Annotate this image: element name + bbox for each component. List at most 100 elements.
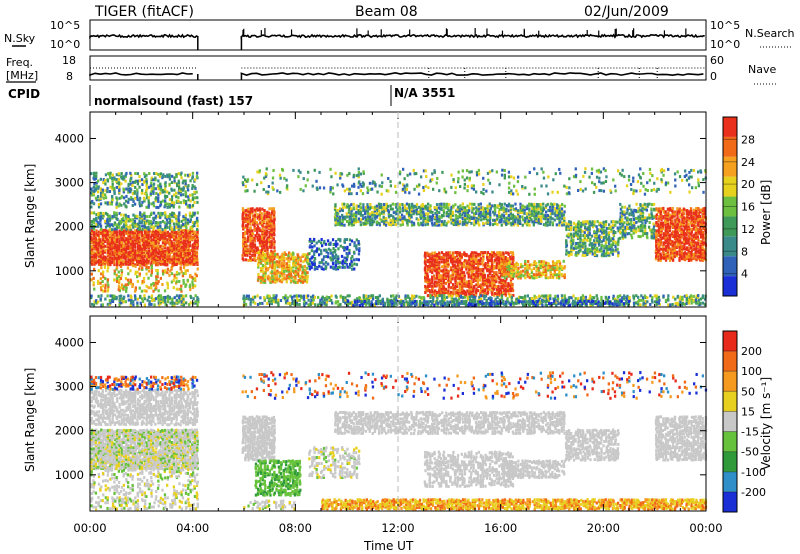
range-cell — [584, 220, 587, 224]
range-cell — [528, 266, 531, 270]
range-cell — [605, 229, 608, 233]
range-cell — [334, 210, 338, 214]
range-cell — [348, 217, 352, 221]
range-cell — [333, 215, 337, 219]
range-cell — [145, 184, 148, 188]
range-cell — [531, 207, 534, 211]
range-cell — [193, 185, 196, 189]
range-cell — [193, 230, 196, 234]
range-cell — [584, 247, 587, 251]
range-cell — [124, 257, 127, 260]
range-cell — [325, 250, 328, 254]
range-cell — [326, 255, 330, 259]
range-cell — [136, 241, 139, 245]
range-cell — [143, 192, 146, 196]
range-cell — [484, 251, 487, 254]
range-cell — [503, 262, 506, 266]
range-cell — [247, 259, 250, 262]
range-cell — [196, 228, 199, 231]
range-cell — [583, 231, 586, 234]
range-cell — [607, 233, 610, 236]
range-cell — [565, 239, 568, 243]
range-cell — [95, 213, 98, 217]
range-cell — [574, 246, 578, 250]
range-cell — [493, 293, 496, 297]
range-cell — [272, 221, 276, 225]
range-cell — [263, 279, 267, 282]
range-cell — [299, 268, 302, 272]
range-cell — [175, 195, 178, 199]
range-cell — [605, 254, 608, 258]
range-cell — [95, 216, 98, 220]
range-cell — [261, 264, 265, 267]
range-cell — [517, 220, 520, 224]
range-cell — [482, 215, 485, 219]
range-cell — [556, 213, 559, 217]
range-cell — [500, 218, 503, 222]
range-cell — [275, 254, 279, 258]
range-cell — [535, 218, 538, 222]
range-cell — [259, 259, 262, 263]
range-cell — [389, 204, 392, 208]
range-cell — [477, 283, 480, 287]
range-cell — [426, 266, 429, 270]
range-cell — [583, 236, 586, 240]
range-cell — [463, 209, 466, 213]
range-cell — [255, 251, 259, 254]
range-cell — [431, 258, 434, 262]
range-cell — [163, 190, 166, 194]
range-cell — [125, 171, 128, 175]
range-cell — [152, 256, 155, 260]
range-cell — [93, 267, 96, 271]
range-cell — [420, 221, 423, 225]
range-cell — [348, 218, 351, 222]
range-cell — [480, 206, 483, 210]
range-cell — [90, 278, 93, 282]
range-cell — [152, 241, 156, 245]
range-cell — [329, 256, 332, 260]
range-cell — [336, 218, 340, 222]
range-cell — [184, 192, 188, 196]
range-cell — [509, 206, 513, 210]
range-cell — [331, 261, 335, 265]
range-cell — [252, 214, 255, 218]
range-cell — [362, 217, 365, 221]
range-cell — [410, 220, 413, 224]
range-cell — [440, 205, 443, 209]
range-cell — [140, 246, 143, 250]
range-cell — [332, 247, 335, 250]
range-cell — [428, 262, 431, 266]
range-cell — [127, 190, 130, 194]
range-cell — [302, 268, 305, 272]
range-cell — [292, 263, 295, 267]
range-cell — [196, 224, 199, 228]
range-cell — [440, 215, 443, 219]
range-cell — [301, 274, 304, 278]
cpid-segment-2: N/A 3551 — [394, 86, 455, 100]
range-cell — [142, 280, 146, 284]
range-cell — [451, 286, 454, 289]
range-cell — [565, 228, 568, 232]
range-cell — [131, 184, 134, 187]
range-cell — [115, 263, 119, 267]
range-cell — [423, 266, 427, 270]
range-cell — [278, 257, 281, 261]
range-cell — [152, 182, 156, 186]
range-cell — [260, 215, 263, 219]
range-cell — [271, 254, 274, 258]
range-cell — [249, 229, 252, 233]
range-cell — [501, 263, 504, 267]
range-cell — [496, 217, 499, 221]
range-cell — [134, 241, 137, 245]
range-cell — [106, 229, 109, 233]
range-cell — [123, 213, 126, 217]
range-cell — [263, 209, 266, 212]
range-cell — [454, 203, 457, 207]
range-cell — [344, 205, 347, 209]
range-cell — [337, 261, 340, 265]
range-cell — [332, 250, 335, 254]
range-cell — [127, 187, 130, 191]
range-cell — [611, 240, 615, 244]
range-cell — [474, 266, 478, 270]
range-cell — [257, 259, 260, 263]
